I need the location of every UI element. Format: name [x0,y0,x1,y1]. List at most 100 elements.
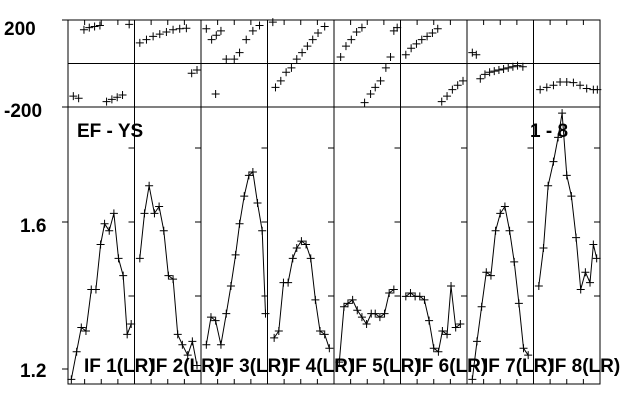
amp-point [258,226,267,235]
phase-point [162,27,171,36]
amp-point [486,271,495,280]
amp-point [274,326,283,335]
amp-point [406,288,415,297]
phase-point [341,42,350,51]
chart-frame [62,19,601,385]
amp-point [496,209,505,218]
amp-point [389,285,398,294]
phase-point [216,26,225,35]
amp-point [348,295,357,304]
amp-point [362,320,371,329]
amp-point [380,309,389,318]
phase-point [352,27,361,36]
amp-point [67,375,76,384]
phase-point [282,68,291,77]
phase-point [357,23,366,32]
phase-point [393,23,402,32]
panel-if3 [200,20,270,384]
if-label-6: IF 6(LR) [417,356,488,377]
amp-point [443,330,452,339]
phase-point [549,81,558,90]
panel-if8 [533,20,602,384]
amp-point [339,302,348,311]
phase-point [381,63,390,72]
amp-point [91,285,100,294]
amp-point [178,340,187,349]
amp-line [205,170,266,345]
phase-point [499,64,508,73]
amp-point [505,226,514,235]
phase-point [472,50,481,59]
phase-point [74,94,83,103]
amp-point [554,133,563,142]
amp-line [273,240,330,349]
amp-point [524,351,533,360]
phase-point [242,35,251,44]
phase-point [423,32,432,41]
amp-point [375,313,384,322]
phase-point [542,83,551,92]
phase-point [508,62,517,71]
phase-point [276,76,285,85]
amp-point [468,375,477,384]
amp-point [206,313,215,322]
phase-ytick-bottom: -200 [4,101,42,122]
amp-point [114,254,123,263]
amp-point [357,313,366,322]
panel-if6 [400,20,468,384]
phase-point [428,29,437,38]
phase-point [102,97,111,106]
amp-point [288,254,297,263]
phase-point [222,55,231,64]
amp-point [183,351,192,360]
amp-point [284,278,293,287]
amp-point [100,219,109,228]
amp-point [164,271,173,280]
phase-point [347,35,356,44]
phase-point [90,22,99,31]
amp-point [320,330,329,339]
amp-point [562,171,571,180]
amp-point [558,109,567,118]
amp-point [105,226,114,235]
amp-point [576,285,585,294]
amp-point [135,254,144,263]
amp-point [353,306,362,315]
amp-point [72,347,81,356]
amp-point [109,209,118,218]
amp-point [592,254,601,263]
if-labels: IF 1(LR)IF 2(LR)IF 3(LR)IF 4(LR)IF 5(LR)… [84,356,620,377]
phase-point [69,92,78,101]
phase-point [202,24,211,33]
amp-point [385,288,394,297]
amp-point [482,268,491,277]
phase-point [235,48,244,57]
amp-point [335,358,344,367]
range-title: 1 - 8 [530,121,568,142]
phase-point [494,66,503,75]
phase-point [193,66,202,75]
phase-point [268,18,277,27]
amp-point [581,268,590,277]
amp-point [500,202,509,211]
if-label-2: IF 2(LR) [151,356,222,377]
phase-point [95,21,104,30]
amp-point [343,299,352,308]
phase-point [401,50,410,59]
phase-point [142,35,151,44]
amp-ytick-bottom: 1.2 [20,361,46,382]
if-label-8: IF 8(LR) [550,356,621,377]
phase-point [569,78,578,87]
phase-point [85,23,94,32]
amp-point [119,271,128,280]
amp-point [226,282,235,291]
phase-point [389,26,398,35]
amp-point [514,299,523,308]
if-label-1: IF 1(LR) [84,356,155,377]
phase-point [107,95,116,104]
phase-point [417,35,426,44]
phase-point [480,70,489,79]
phase-point [79,25,88,34]
phase-ytick-top: 200 [4,19,36,40]
